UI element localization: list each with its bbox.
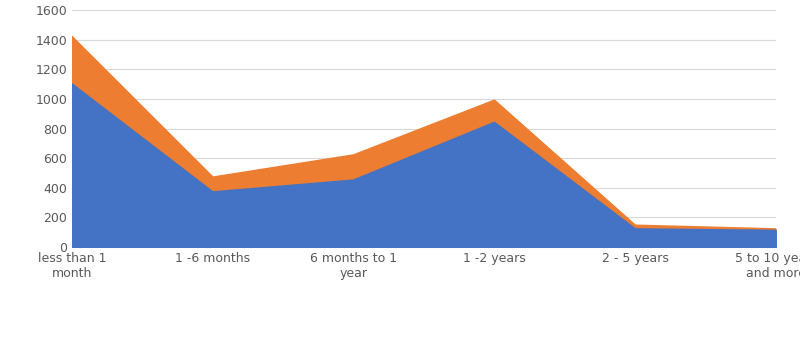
- Legend: satisfied, unsatisfied: satisfied, unsatisfied: [334, 341, 514, 343]
